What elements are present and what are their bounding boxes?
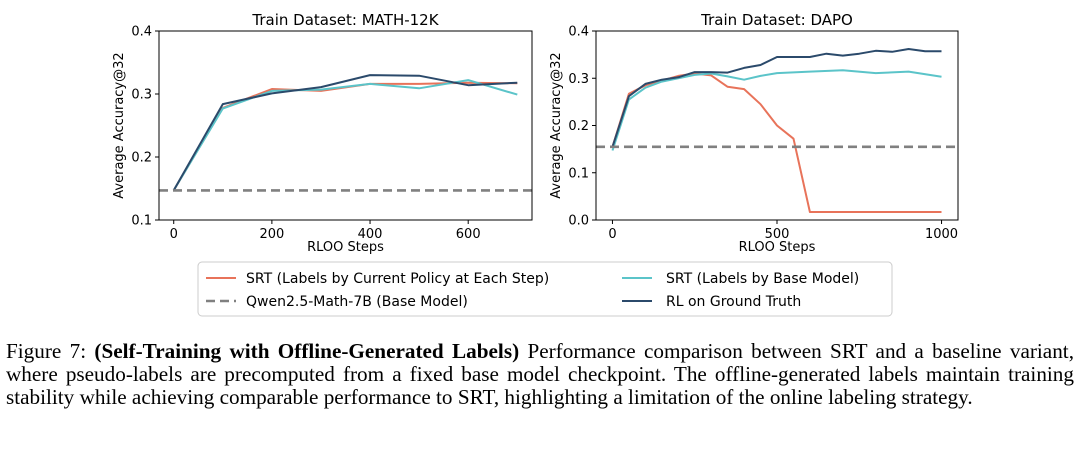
x-tick-label-math12k: 600 [456, 227, 481, 242]
y-tick-label-dapo: 0.3 [568, 72, 589, 87]
series-line-srt-current-math12k [172, 81, 518, 191]
legend-box [197, 261, 893, 317]
legend-label-rl-ground-truth: RL on Ground Truth [666, 294, 801, 310]
series-line-rl-ground-truth-math12k [172, 74, 518, 191]
y-tick-label-math12k: 0.1 [131, 214, 152, 229]
x-tick-label-dapo: 1000 [925, 227, 958, 242]
chart-title-dapo: Train Dataset: DAPO [700, 11, 853, 29]
series-line-srt-base-dapo [611, 69, 942, 151]
x-tick-label-math12k: 400 [358, 227, 383, 242]
chart-panel-dapo: 0 500 1000 0.0 0.1 0.2 0.3 0.4 Train Dataset: DA… [549, 11, 959, 255]
legend-label-srt-current: SRT (Labels by Current Policy at Each St… [246, 271, 549, 287]
series-line-srt-current-dapo [611, 72, 942, 213]
legend-label-base-model: Qwen2.5-Math-7B (Base Model) [246, 294, 468, 310]
y-axis-label-math12k: Average Accuracy@32 [112, 52, 127, 198]
y-tick-label-math12k: 0.4 [131, 25, 152, 40]
y-tick-label-math12k: 0.2 [131, 151, 152, 166]
x-axis-label-dapo: RLOO Steps [739, 240, 816, 255]
y-tick-label-math12k: 0.3 [131, 88, 152, 103]
series-line-rl-ground-truth-dapo [611, 48, 942, 148]
legend: SRT (Labels by Current Policy at Each St… [197, 261, 893, 317]
y-tick-label-dapo: 0.4 [568, 25, 589, 40]
figure-caption: Figure 7: (Self-Training with Offline-Ge… [6, 340, 1074, 409]
caption-label: Figure 7: [6, 339, 87, 363]
y-axis-label-dapo: Average Accuracy@32 [549, 52, 564, 198]
y-tick-label-dapo: 0.2 [568, 119, 589, 134]
plot-frame-math12k [158, 30, 533, 221]
x-axis-label-math12k: RLOO Steps [307, 240, 384, 255]
x-tick-label-dapo: 0 [608, 227, 616, 242]
figure: 0 200 400 600 0.1 0.2 0.3 0.4 Train Dataset: MAT… [112, 11, 959, 317]
chart-title-math12k: Train Dataset: MATH-12K [251, 11, 439, 29]
caption-text: Performance comparison between SRT and a… [6, 339, 1074, 409]
y-tick-label-dapo: 0.1 [568, 166, 589, 181]
series-line-srt-base-math12k [172, 79, 518, 191]
legend-label-srt-base: SRT (Labels by Base Model) [666, 271, 859, 287]
x-tick-label-math12k: 200 [259, 227, 284, 242]
y-tick-label-dapo: 0.0 [568, 214, 589, 229]
x-tick-label-dapo: 500 [765, 227, 790, 242]
chart-panel-math12k: 0 200 400 600 0.1 0.2 0.3 0.4 Train Dataset: MAT… [112, 11, 533, 255]
caption-bold-title: (Self-Training with Offline-Generated La… [94, 339, 520, 363]
x-tick-label-math12k: 0 [170, 227, 178, 242]
